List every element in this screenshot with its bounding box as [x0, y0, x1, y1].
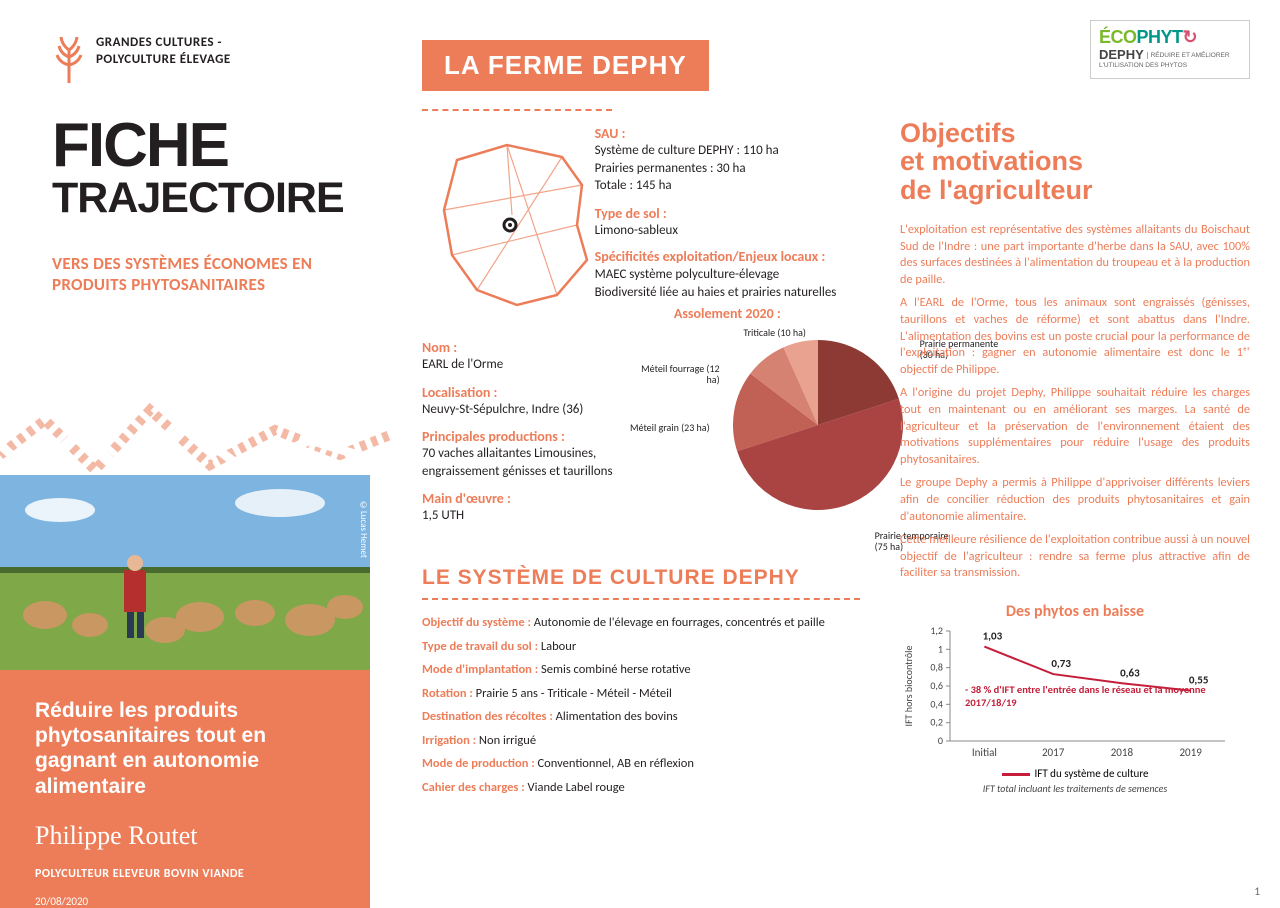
- system-row: Rotation : Prairie 5 ans - Triticale - M…: [422, 685, 860, 703]
- photo-credit: ©Lucas Hemet: [358, 500, 369, 558]
- title-line2: TRAJECTOIRE: [0, 174, 392, 223]
- objectives-paragraph: L'exploitation est représentative des sy…: [900, 222, 1250, 288]
- system-row: Type de travail du sol : Labour: [422, 638, 860, 656]
- sau-v3: Totale : 145 ha: [595, 177, 860, 195]
- system-row: Mode de production : Conventionnel, AB e…: [422, 755, 860, 773]
- spec-v2: Biodiversité liée au haies et prairies n…: [595, 284, 860, 302]
- prod-label: Principales productions :: [422, 428, 617, 445]
- loc-label: Localisation :: [422, 384, 617, 401]
- farmer-photo: [0, 475, 370, 670]
- left-column: GRANDES CULTURES -POLYCULTURE ÉLEVAGE FI…: [0, 0, 392, 908]
- document-date: 20/08/2020: [35, 895, 335, 908]
- pie-slice-label: Triticale (10 ha): [735, 327, 815, 338]
- wheat-icon: [52, 35, 86, 83]
- svg-text:0,8: 0,8: [930, 661, 943, 674]
- right-column: ÉCOPHYT↻ DEPHY RÉDUIRE ET AMÉLIORER L'UT…: [890, 0, 1280, 908]
- france-map-icon: [422, 125, 602, 325]
- objectives-paragraph: A l'origine du projet Dephy, Philippe so…: [900, 385, 1250, 468]
- system-rows: Objectif du système : Autonomie de l'éle…: [422, 614, 860, 796]
- chart-title: Des phytos en baisse: [900, 602, 1250, 621]
- spec-v1: MAEC système polyculture-élevage: [595, 266, 860, 284]
- title-line1: FICHE: [0, 83, 392, 174]
- sau-label: SAU :: [595, 125, 860, 142]
- system-row: Mode d'implantation : Semis combiné hers…: [422, 661, 860, 679]
- svg-text:0,6: 0,6: [930, 679, 943, 692]
- main-label: Main d'œuvre :: [422, 490, 617, 507]
- sol-value: Limono-sableux: [595, 222, 860, 240]
- sau-v1: Système de culture DEPHY : 110 ha: [595, 142, 860, 160]
- section-band-systeme: LE SYSTÈME DE CULTURE DEPHY: [422, 566, 860, 600]
- svg-text:1,2: 1,2: [930, 624, 943, 637]
- section-band-ferme: LA FERME DEPHY: [422, 40, 709, 91]
- dashed-divider: [422, 109, 612, 111]
- chart-footnote: IFT total incluant les traitements de se…: [900, 782, 1250, 795]
- page-number: 1: [1254, 885, 1260, 898]
- farmer-role: POLYCULTEUR ELEVEUR BOVIN VIANDE: [35, 867, 335, 881]
- svg-text:1,03: 1,03: [983, 629, 1003, 642]
- orange-summary-box: Réduire les produits phytosanitaires tou…: [0, 670, 370, 908]
- svg-text:2017: 2017: [1042, 746, 1065, 759]
- category-label: GRANDES CULTURES -POLYCULTURE ÉLEVAGE: [96, 35, 231, 69]
- objectives-text: L'exploitation est représentative des sy…: [900, 222, 1250, 582]
- line-chart: Des phytos en baisse 0 0,2 0,4 0,6 0,8 1 1,2 IF…: [900, 602, 1250, 797]
- summary-title: Réduire les produits phytosanitaires tou…: [35, 698, 335, 799]
- svg-text:2019: 2019: [1179, 746, 1202, 759]
- svg-text:1: 1: [938, 642, 943, 655]
- subtitle: VERS DES SYSTÈMES ÉCONOMES EN PRODUITS P…: [0, 223, 392, 296]
- pie-slice-label: Méteil fourrage (12 ha): [640, 363, 720, 385]
- svg-text:0,63: 0,63: [1120, 666, 1140, 679]
- nom-value: EARL de l'Orme: [422, 356, 617, 374]
- ecophyto-logo: ÉCOPHYT↻ DEPHY RÉDUIRE ET AMÉLIORER L'UT…: [1090, 20, 1250, 79]
- svg-text:0,4: 0,4: [930, 697, 943, 710]
- svg-text:0: 0: [938, 734, 943, 747]
- objectives-paragraph: A l'EARL de l'Orme, tous les animaux son…: [900, 295, 1250, 378]
- loc-value: Neuvy-St-Sépulchre, Indre (36): [422, 401, 617, 419]
- spec-label: Spécificités exploitation/Enjeux locaux …: [595, 249, 860, 266]
- system-row: Cahier des charges : Viande Label rouge: [422, 779, 860, 797]
- objectives-paragraph: Cette meilleure résilience de l'exploita…: [900, 532, 1250, 582]
- system-row: Objectif du système : Autonomie de l'éle…: [422, 614, 860, 632]
- svg-text:IFT hors biocontrôle: IFT hors biocontrôle: [902, 645, 915, 726]
- objectives-title: Objectifset motivationsde l'agriculteur: [900, 119, 1250, 204]
- farmer-name: Philippe Routet: [35, 821, 335, 851]
- system-row: Destination des récoltes : Alimentation …: [422, 708, 860, 726]
- nom-label: Nom :: [422, 339, 617, 356]
- chart-note: - 38 % d'IFT entre l'entrée dans le rése…: [965, 684, 1250, 709]
- sol-label: Type de sol :: [595, 205, 860, 222]
- svg-text:Initial: Initial: [972, 746, 997, 759]
- chart-legend: IFT du système de culture: [900, 767, 1250, 780]
- middle-column: LA FERME DEPHY Nom : EARL de l'Orme Loca…: [392, 0, 890, 908]
- prod-value: 70 vaches allaitantes Limousines, engrai…: [422, 445, 617, 480]
- pie-chart: Assolement 2020 : Prairie permanente (30…: [595, 305, 860, 560]
- sau-v2: Prairies permanentes : 30 ha: [595, 160, 860, 178]
- system-row: Irrigation : Non irrigué: [422, 732, 860, 750]
- objectives-paragraph: Le groupe Dephy a permis à Philippe d'ap…: [900, 475, 1250, 525]
- pie-title: Assolement 2020 :: [595, 305, 860, 322]
- svg-text:0,2: 0,2: [930, 716, 943, 729]
- pie-slice-label: Méteil grain (23 ha): [630, 422, 710, 433]
- svg-text:2018: 2018: [1111, 746, 1134, 759]
- svg-text:0,73: 0,73: [1051, 657, 1071, 670]
- main-value: 1,5 UTH: [422, 507, 617, 525]
